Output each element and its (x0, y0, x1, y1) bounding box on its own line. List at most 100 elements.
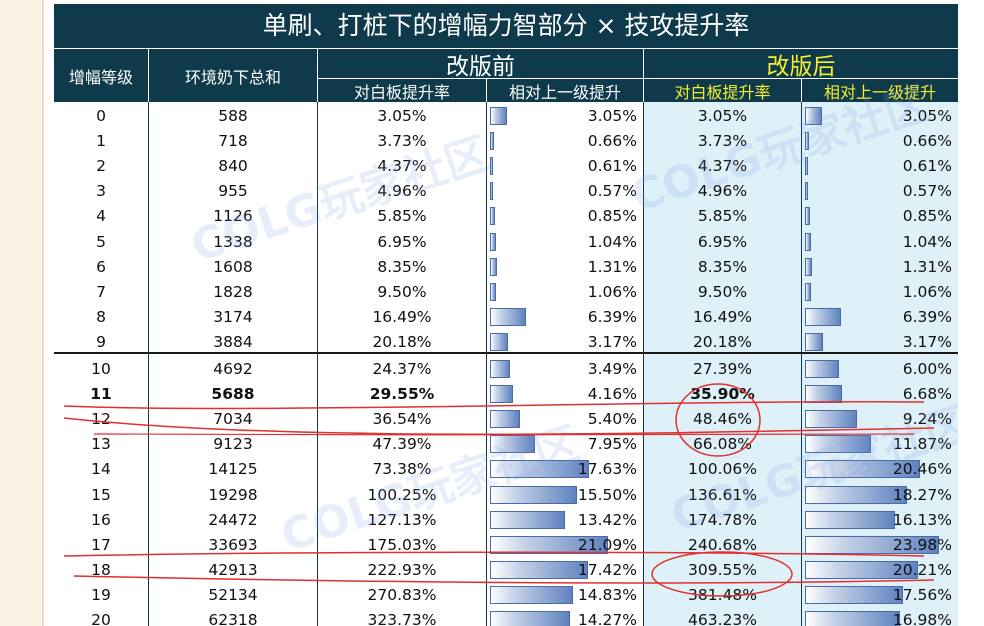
header-env-total: 环境奶下总和 (149, 49, 317, 102)
cell-before-vs-white: 323.73% (367, 611, 437, 626)
cell-env-total: 14125 (208, 460, 258, 479)
cell-after-vs-prev: 3.17% (902, 332, 952, 351)
col-separator (317, 102, 318, 626)
cell-before-vs-white: 3.05% (377, 107, 427, 125)
cell-level: 19 (91, 585, 111, 604)
bar-after-vs-prev (805, 460, 920, 479)
cell-before-vs-white: 127.13% (367, 510, 437, 529)
cell-before-vs-prev: 0.61% (587, 157, 637, 176)
bar-before-vs-prev (490, 107, 508, 125)
cell-before-vs-white: 100.25% (367, 485, 437, 504)
cell-after-vs-prev: 9.24% (902, 410, 952, 429)
section-divider (54, 352, 958, 354)
cell-env-total: 9123 (213, 435, 253, 454)
cell-level: 6 (96, 257, 106, 276)
cell-before-vs-prev: 14.27% (577, 611, 637, 626)
cell-before-vs-prev: 14.83% (577, 585, 637, 604)
table-row: 17 33693 175.03% 21.09% 240.68% 23.98% (54, 533, 958, 558)
cell-before-vs-prev: 3.05% (587, 107, 637, 125)
table-row: 1 718 3.73% 0.66% 3.73% 0.66% (54, 129, 958, 154)
bar-before-vs-prev (490, 360, 510, 378)
bar-before-vs-prev (490, 435, 535, 454)
table-row: 8 3174 16.49% 6.39% 16.49% 6.39% (54, 305, 958, 330)
table-row: 7 1828 9.50% 1.06% 9.50% 1.06% (54, 280, 958, 305)
cell-before-vs-prev: 4.16% (587, 385, 637, 404)
cell-before-vs-prev: 17.63% (577, 460, 637, 479)
table-row: 0 588 3.05% 3.05% 3.05% 3.05% (54, 104, 958, 129)
bar-after-vs-prev (805, 510, 896, 529)
cell-after-vs-prev: 3.05% (902, 107, 952, 125)
col-separator (643, 102, 644, 626)
spreadsheet-image: 单刷、打桩下的增幅力智部分 × 技攻提升率 增幅等级 环境奶下总和 改版前 改版… (54, 4, 958, 626)
cell-before-vs-prev: 21.09% (577, 535, 637, 554)
table-row: 2 840 4.37% 0.61% 4.37% 0.61% (54, 154, 958, 179)
bar-after-vs-prev (805, 232, 811, 251)
cell-before-vs-prev: 7.95% (587, 435, 637, 454)
bar-before-vs-prev (490, 182, 494, 201)
cell-env-total: 718 (218, 132, 248, 151)
cell-level: 3 (96, 182, 106, 201)
cell-level: 10 (91, 360, 111, 378)
bar-before-vs-prev (490, 611, 570, 626)
table-row: 19 52134 270.83% 14.83% 381.48% 17.56% (54, 583, 958, 608)
header-after-vs-prev: 相对上一级提升 (802, 79, 958, 102)
cell-after-vs-white: 35.90% (690, 385, 755, 404)
cell-after-vs-white: 66.08% (692, 435, 753, 454)
bar-before-vs-prev (490, 207, 495, 226)
cell-env-total: 3884 (213, 332, 253, 351)
cell-env-total: 1126 (213, 207, 253, 226)
bar-before-vs-prev (490, 460, 589, 479)
header-before-vs-prev: 相对上一级提升 (487, 79, 643, 102)
cell-after-vs-prev: 1.06% (902, 282, 952, 301)
cell-env-total: 1338 (213, 232, 253, 251)
cell-env-total: 62318 (208, 611, 258, 626)
cell-after-vs-prev: 1.31% (902, 257, 952, 276)
cell-after-vs-prev: 17.56% (892, 585, 952, 604)
bar-after-vs-prev (805, 282, 811, 301)
cell-before-vs-white: 175.03% (367, 535, 437, 554)
bar-after-vs-prev (805, 207, 810, 226)
table-row: 10 4692 24.37% 3.49% 27.39% 6.00% (54, 357, 958, 382)
cell-level: 14 (91, 460, 111, 479)
cell-env-total: 3174 (213, 307, 253, 326)
cell-after-vs-white: 4.37% (697, 157, 748, 176)
cell-after-vs-white: 20.18% (692, 332, 753, 351)
bar-before-vs-prev (490, 232, 496, 251)
cell-before-vs-white: 29.55% (369, 385, 435, 404)
cell-after-vs-prev: 6.00% (902, 360, 952, 378)
table-row: 5 1338 6.95% 1.04% 6.95% 1.04% (54, 230, 958, 255)
table-row: 11 5688 29.55% 4.16% 35.90% 6.68% (54, 382, 958, 407)
cell-after-vs-prev: 23.98% (892, 535, 952, 554)
cell-env-total: 588 (218, 107, 248, 125)
cell-env-total: 24472 (208, 510, 258, 529)
cell-after-vs-white: 4.96% (697, 182, 748, 201)
cell-before-vs-white: 16.49% (372, 307, 432, 326)
cell-env-total: 19298 (208, 485, 258, 504)
table-row: 14 14125 73.38% 17.63% 100.06% 20.46% (54, 457, 958, 482)
cell-after-vs-white: 240.68% (688, 535, 757, 554)
cell-before-vs-prev: 13.42% (577, 510, 637, 529)
bar-before-vs-prev (490, 257, 498, 276)
cell-after-vs-prev: 16.98% (892, 611, 952, 626)
cell-before-vs-white: 3.73% (377, 132, 427, 151)
cell-after-vs-prev: 11.87% (892, 435, 952, 454)
table-row: 12 7034 36.54% 5.40% 48.46% 9.24% (54, 407, 958, 432)
bar-after-vs-prev (805, 435, 872, 454)
cell-before-vs-prev: 15.50% (577, 485, 637, 504)
bar-before-vs-prev (490, 282, 496, 301)
cell-before-vs-prev: 3.49% (587, 360, 637, 378)
cell-after-vs-white: 9.50% (697, 282, 748, 301)
header-after-group: 改版后 (644, 49, 958, 80)
cell-after-vs-white: 100.06% (688, 460, 757, 479)
cell-before-vs-white: 222.93% (367, 560, 437, 579)
header-level: 增幅等级 (54, 49, 148, 102)
cell-after-vs-white: 3.05% (697, 107, 748, 125)
bar-after-vs-prev (805, 132, 809, 151)
bar-after-vs-prev (805, 157, 809, 176)
bar-after-vs-prev (805, 410, 857, 429)
bar-after-vs-prev (805, 257, 813, 276)
bar-after-vs-prev (805, 485, 908, 504)
cell-after-vs-prev: 6.68% (902, 385, 952, 404)
cell-after-vs-white: 27.39% (692, 360, 753, 378)
cell-before-vs-prev: 0.85% (587, 207, 637, 226)
